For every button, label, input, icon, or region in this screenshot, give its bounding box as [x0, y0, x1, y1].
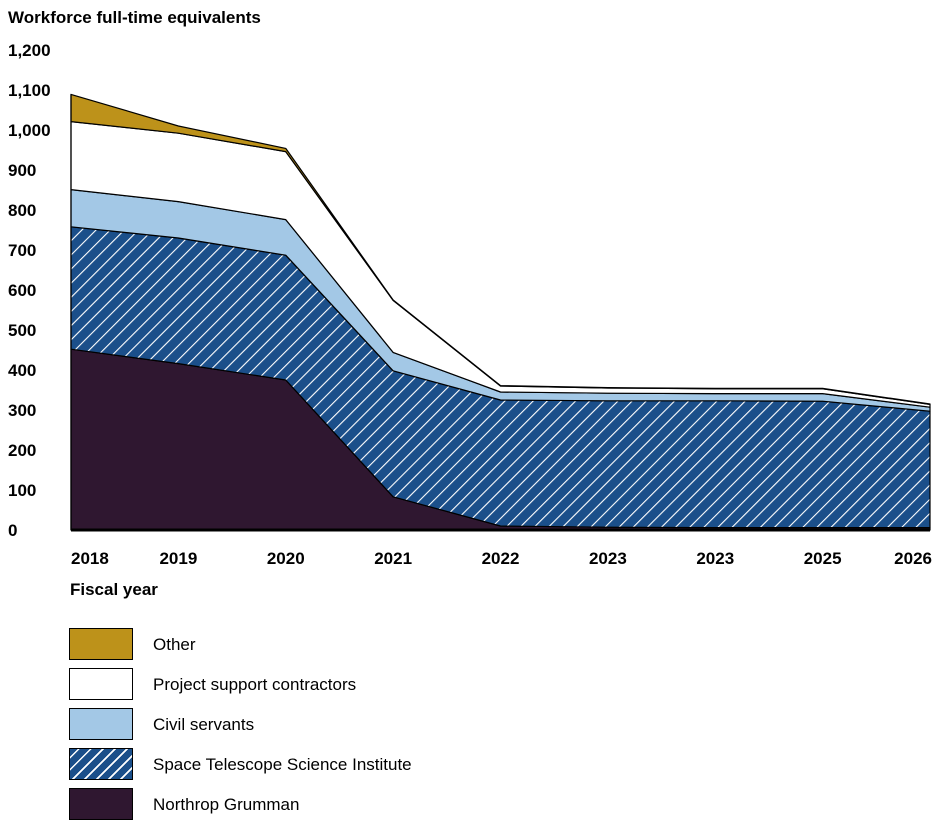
y-tick-label: 100: [8, 481, 36, 500]
legend-swatch-project-support-contractors: [69, 668, 133, 700]
y-tick-label: 1,000: [8, 121, 51, 140]
x-tick-label: 2018: [71, 549, 109, 568]
x-tick-label: 2026: [894, 549, 932, 568]
area-layers: [70, 93, 931, 531]
legend-label-other: Other: [153, 635, 196, 654]
y-tick-label: 900: [8, 161, 36, 180]
legend-label-northrop-grumman: Northrop Grumman: [153, 795, 300, 814]
legend-label-civil-servants: Civil servants: [153, 715, 255, 734]
legend-swatch-space-telescope-science-institute: [69, 748, 133, 780]
y-tick-labels: 0 100 200 300 400 500 600 700 800 900 1,000 1,100 1,…: [8, 41, 51, 540]
y-tick-label: 200: [8, 441, 36, 460]
x-tick-label: 2022: [482, 549, 520, 568]
y-tick-label: 300: [8, 401, 36, 420]
y-tick-label: 600: [8, 281, 36, 300]
chart-plot: 0 100 200 300 400 500 600 700 800 900 1,000 1,100 1,…: [8, 41, 932, 568]
y-tick-label: 1,200: [8, 41, 51, 60]
y-tick-label: 0: [8, 521, 17, 540]
x-tick-label: 2019: [159, 549, 197, 568]
legend-swatch-civil-servants: [69, 708, 133, 740]
legend-swatch-other: [69, 628, 133, 660]
chart-title: Workforce full-time equivalents: [8, 8, 261, 27]
y-tick-label: 500: [8, 321, 36, 340]
legend-swatch-northrop-grumman: [69, 788, 133, 820]
y-tick-label: 1,100: [8, 81, 51, 100]
x-tick-label: 2021: [374, 549, 412, 568]
x-tick-label: 2025: [804, 549, 842, 568]
x-tick-label: 2023: [696, 549, 734, 568]
x-tick-label: 2020: [267, 549, 305, 568]
x-tick-labels: 2018 2019 2020 2021 2022 2023 2023 2025 2026: [71, 549, 932, 568]
y-tick-label: 800: [8, 201, 36, 220]
y-tick-label: 700: [8, 241, 36, 260]
x-tick-label: 2023: [589, 549, 627, 568]
x-axis-label: Fiscal year: [70, 580, 158, 599]
area-other: [70, 93, 931, 405]
legend-label-project-support-contractors: Project support contractors: [153, 675, 357, 694]
legend-label-space-telescope-science-institute: Space Telescope Science Institute: [153, 755, 412, 774]
y-tick-label: 400: [8, 361, 36, 380]
